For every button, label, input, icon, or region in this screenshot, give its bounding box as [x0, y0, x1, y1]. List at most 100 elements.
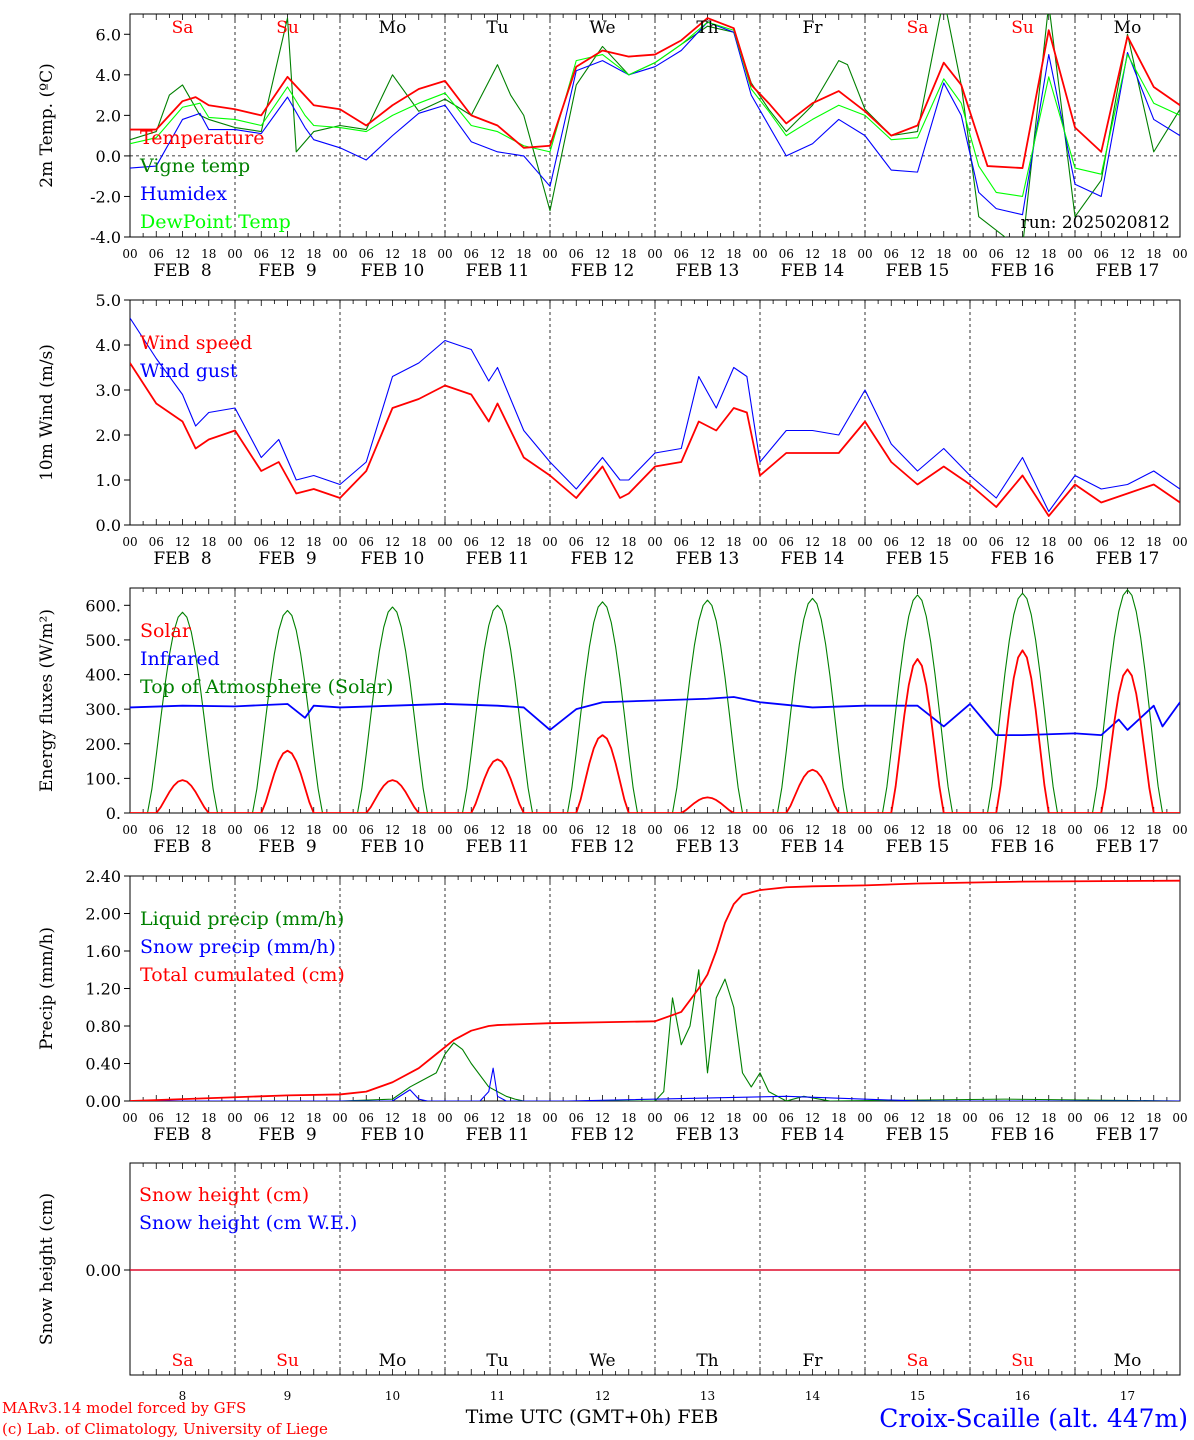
- date-label: FEB 11: [466, 837, 530, 857]
- hour-tick-label: 00: [437, 823, 452, 837]
- hour-tick-label: 00: [122, 535, 137, 549]
- hour-tick-label: 00: [542, 823, 557, 837]
- series-line-total-cumulated-cm-: [130, 879, 1180, 1101]
- date-label: FEB 14: [781, 549, 845, 569]
- hour-tick-label: 12: [385, 1111, 400, 1125]
- hour-tick-label: 12: [910, 1111, 925, 1125]
- weekday-label: Th: [696, 18, 718, 38]
- y-tick-label: 6.0: [96, 25, 121, 44]
- date-label: FEB 9: [258, 1125, 316, 1145]
- hour-tick-label: 12: [595, 1111, 610, 1125]
- legend-entry: Temperature: [140, 127, 264, 149]
- hour-tick-label: 00: [332, 247, 347, 261]
- hour-tick-label: 18: [1041, 1111, 1056, 1125]
- hour-tick-label: 00: [1067, 1111, 1082, 1125]
- date-label: FEB 16: [991, 261, 1055, 281]
- date-label: FEB 11: [466, 549, 530, 569]
- hour-tick-label: 06: [149, 247, 164, 261]
- date-label: FEB 15: [886, 261, 950, 281]
- hour-tick-label: 06: [569, 823, 584, 837]
- hour-tick-label: 00: [332, 823, 347, 837]
- panel-energy: 0. 100. 200. 300. 400. 500. 600. Energy fluxes …: [37, 587, 1188, 857]
- hour-tick-label: 18: [411, 1111, 426, 1125]
- hour-tick-label: 12: [805, 823, 820, 837]
- day-number-label: 11: [490, 1389, 505, 1403]
- hour-tick-label: 00: [647, 247, 662, 261]
- series-line-top-of-atmosphere-solar-: [130, 589, 1180, 813]
- date-label: FEB 13: [676, 837, 740, 857]
- weekday-label: Su: [1011, 1351, 1034, 1371]
- hour-tick-label: 18: [411, 535, 426, 549]
- date-label: FEB 17: [1096, 549, 1160, 569]
- y-tick-label: 300.: [85, 700, 121, 719]
- y-tick-label: 0.0: [96, 147, 121, 166]
- y-axis-label: 10m Wind (m/s): [37, 344, 57, 481]
- hour-tick-label: 00: [1067, 535, 1082, 549]
- day-number-label: 14: [805, 1389, 821, 1403]
- series-line-liquid-precip-mm-h-: [130, 969, 1180, 1101]
- legend-entry: Wind speed: [140, 332, 252, 354]
- hour-tick-label: 06: [359, 1111, 374, 1125]
- hour-tick-label: 06: [254, 535, 269, 549]
- hour-tick-label: 00: [1172, 1111, 1187, 1125]
- date-label: FEB 17: [1096, 1125, 1160, 1145]
- hour-tick-label: 00: [962, 247, 977, 261]
- hour-tick-label: 06: [359, 535, 374, 549]
- panel-wind: 0.0 1.0 2.0 3.0 4.0 5.0 10m Wind (m/s) Wind spe…: [37, 291, 1188, 569]
- hour-tick-label: 06: [464, 823, 479, 837]
- hour-tick-label: 18: [201, 535, 216, 549]
- hour-tick-label: 06: [779, 823, 794, 837]
- hour-tick-label: 00: [752, 823, 767, 837]
- series-group: [130, 317, 1180, 517]
- y-tick-label: 3.0: [96, 381, 121, 400]
- hour-tick-label: 18: [1041, 535, 1056, 549]
- legend-entry: Total cumulated (cm): [140, 964, 345, 986]
- hour-tick-label: 06: [149, 823, 164, 837]
- series-group: [130, 879, 1180, 1101]
- hour-tick-label: 00: [227, 247, 242, 261]
- legend-entry: Wind gust: [140, 360, 238, 382]
- y-tick-label: 400.: [85, 666, 121, 685]
- y-tick-label: 4.0: [96, 66, 121, 85]
- hour-tick-label: 18: [1041, 823, 1056, 837]
- y-tick-label: 1.0: [96, 471, 121, 490]
- date-label: FEB 9: [258, 549, 316, 569]
- hour-tick-label: 12: [910, 247, 925, 261]
- series-line-snow-precip-mm-h-: [130, 1067, 1180, 1101]
- y-tick-label: 2.00: [85, 905, 121, 924]
- date-label: FEB 8: [153, 261, 211, 281]
- hour-tick-label: 00: [647, 823, 662, 837]
- hour-tick-label: 18: [621, 535, 636, 549]
- hour-tick-label: 00: [437, 535, 452, 549]
- hour-tick-label: 00: [332, 1111, 347, 1125]
- weekday-label: Tu: [486, 18, 508, 38]
- hour-tick-label: 00: [437, 1111, 452, 1125]
- hour-tick-label: 12: [700, 1111, 715, 1125]
- day-number-label: 9: [284, 1389, 292, 1403]
- y-tick-label: 1.60: [85, 942, 121, 961]
- legend-entry: Humidex: [140, 183, 227, 205]
- y-axis-label: Snow height (cm): [37, 1193, 57, 1345]
- y-tick-label: 0.0: [96, 516, 121, 535]
- date-label: FEB 14: [781, 261, 845, 281]
- hour-tick-label: 12: [700, 247, 715, 261]
- date-label: FEB 13: [676, 1125, 740, 1145]
- day-number-label: 15: [910, 1389, 925, 1403]
- hour-tick-label: 06: [359, 247, 374, 261]
- series-line-solar: [130, 649, 1180, 813]
- hour-tick-label: 18: [936, 247, 951, 261]
- y-tick-label: 1.20: [85, 980, 121, 999]
- hour-tick-label: 18: [726, 1111, 741, 1125]
- hour-tick-label: 06: [254, 823, 269, 837]
- y-tick-label: 0.80: [85, 1017, 121, 1036]
- weekday-label: Tu: [486, 1351, 508, 1371]
- hour-tick-label: 18: [1146, 247, 1161, 261]
- panel-precip: 0.00 0.40 0.80 1.20 1.60 2.00 2.40 Precip (mm/h…: [37, 867, 1188, 1145]
- legend-entry: Liquid precip (mm/h): [140, 908, 344, 930]
- series-line-humidex: [130, 21, 1180, 216]
- hour-tick-label: 12: [595, 535, 610, 549]
- legend-entry: Vigne temp: [139, 155, 250, 177]
- series-line-temperature: [130, 17, 1180, 169]
- hour-tick-label: 00: [962, 535, 977, 549]
- hour-tick-label: 00: [857, 823, 872, 837]
